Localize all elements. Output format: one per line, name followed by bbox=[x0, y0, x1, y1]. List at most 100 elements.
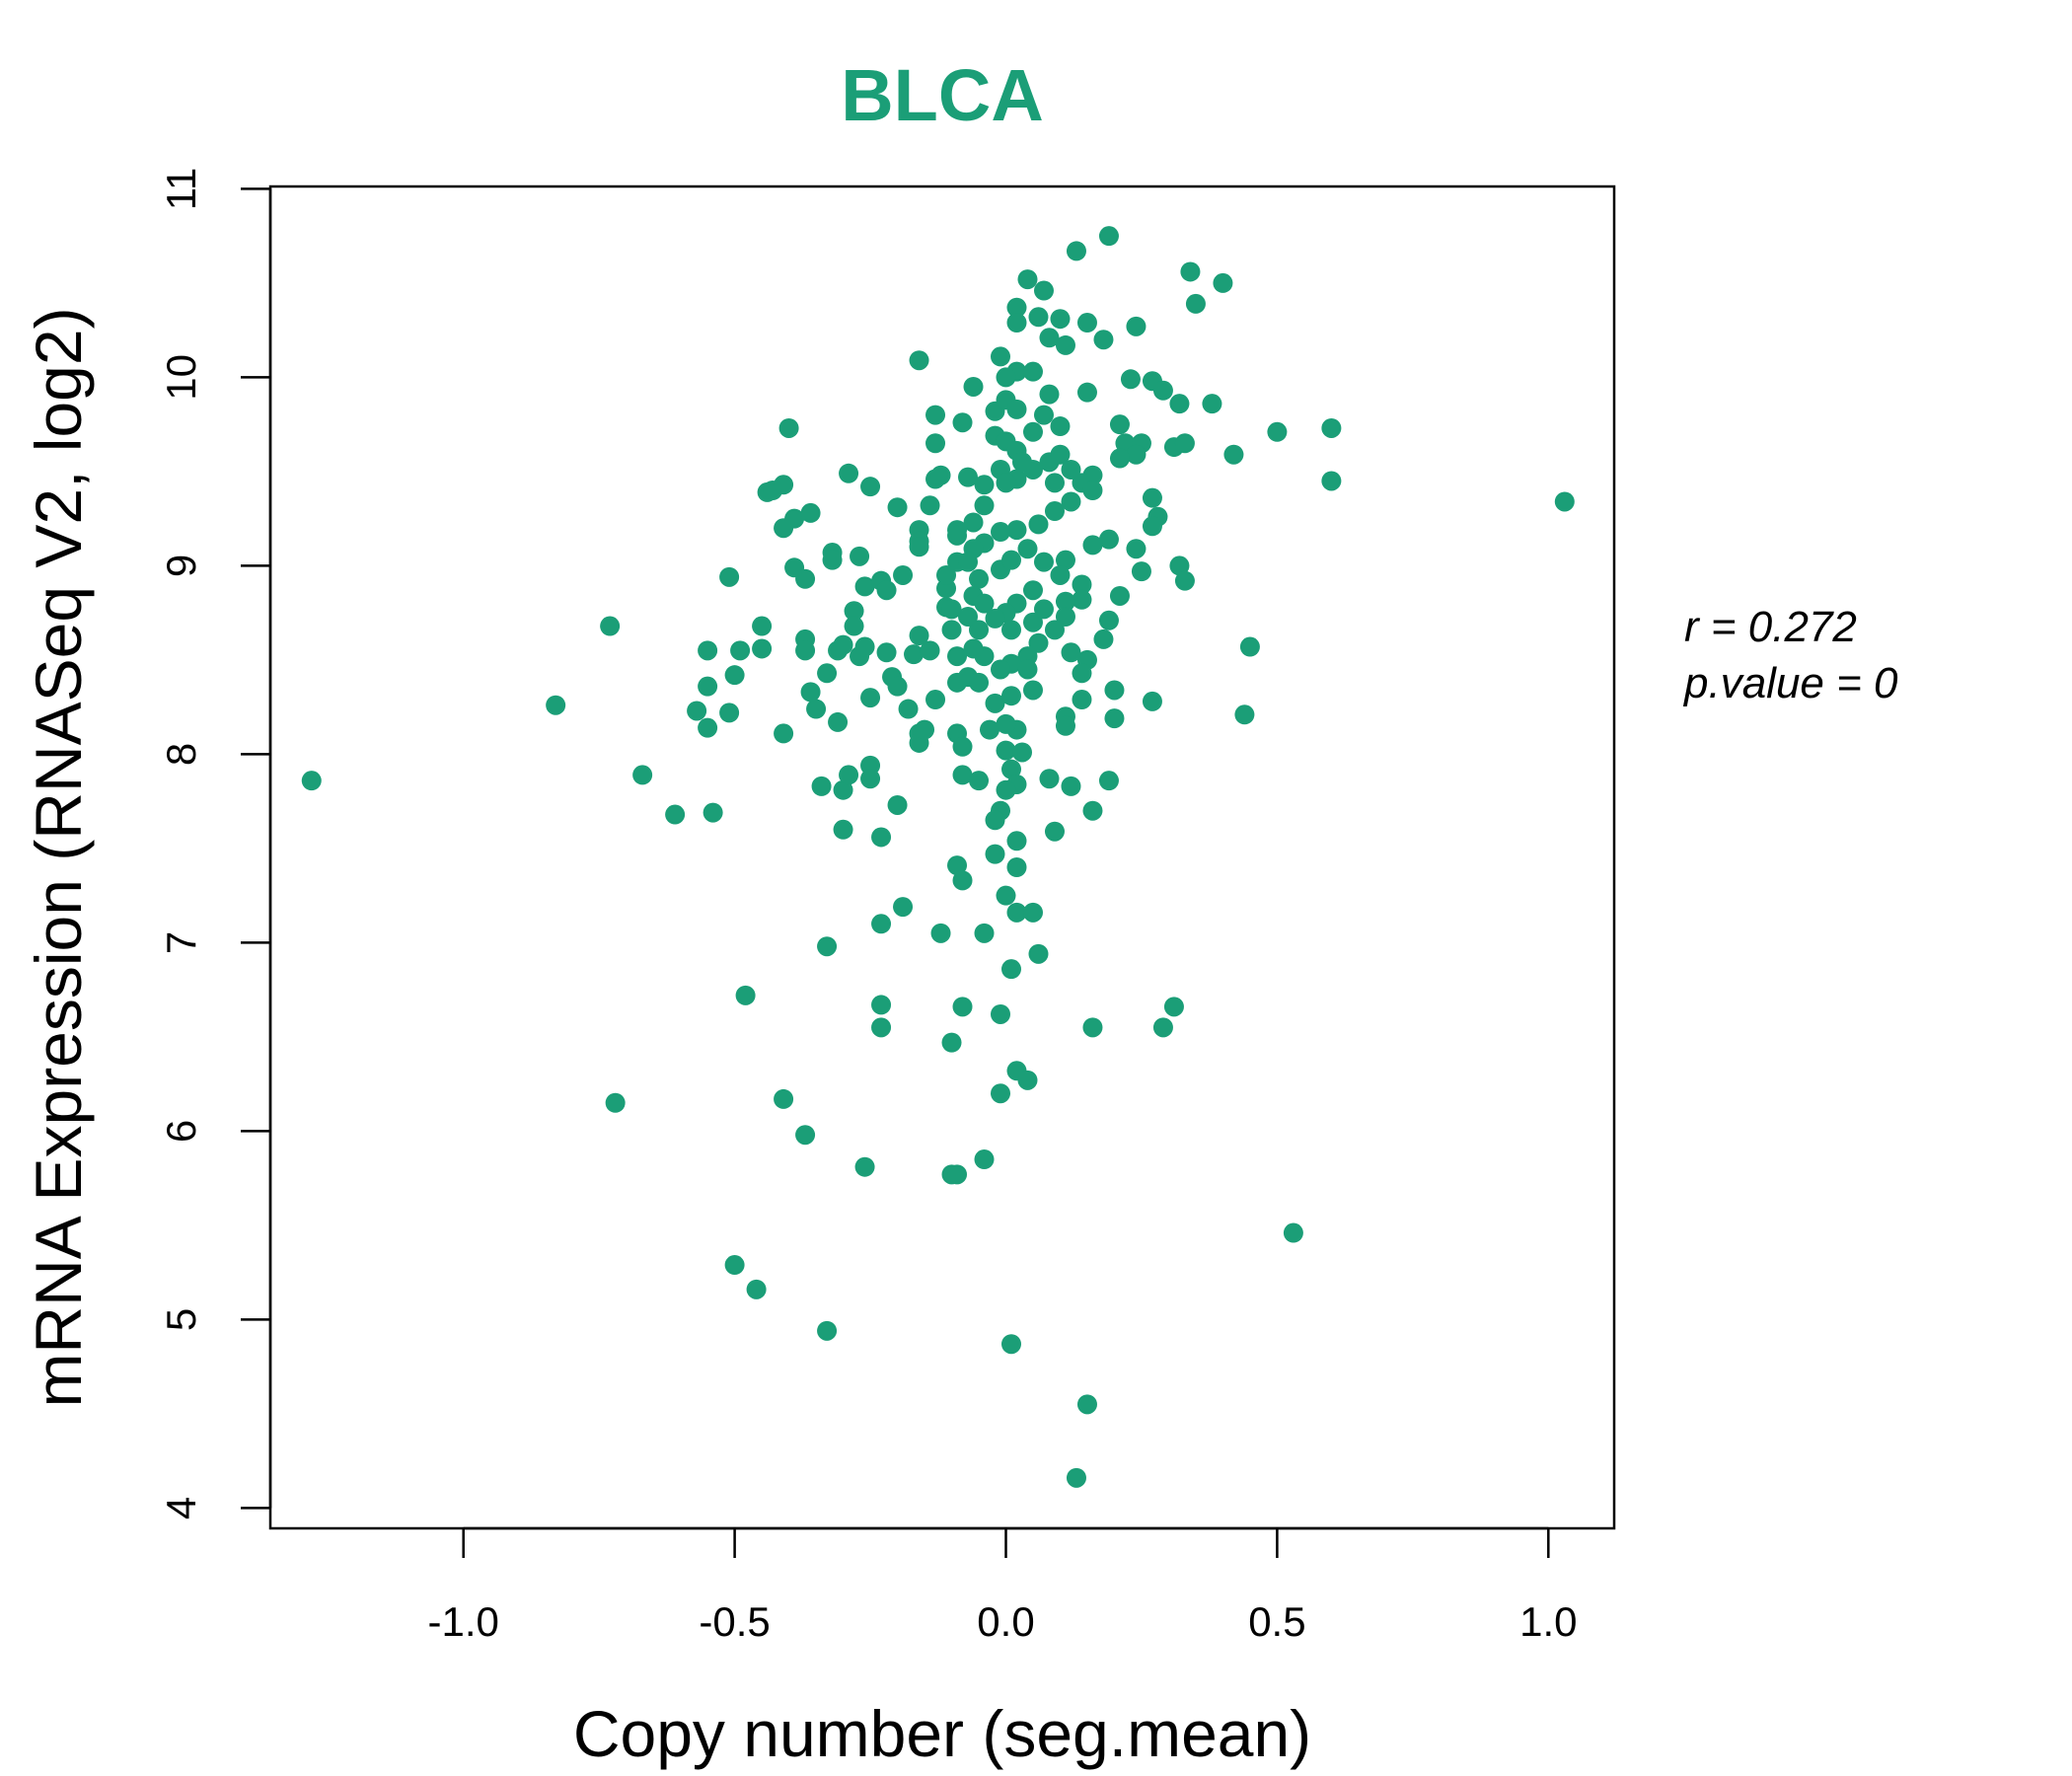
y-tick-label: 8 bbox=[158, 743, 204, 766]
data-point bbox=[1033, 599, 1054, 620]
data-point bbox=[1022, 580, 1043, 601]
data-point bbox=[1066, 1467, 1086, 1488]
data-point bbox=[985, 608, 1005, 629]
data-point bbox=[1022, 902, 1043, 923]
data-point bbox=[605, 1092, 626, 1113]
data-point bbox=[1093, 330, 1114, 350]
data-point bbox=[1152, 380, 1173, 401]
data-point bbox=[1039, 384, 1060, 405]
data-point bbox=[958, 552, 979, 572]
data-point bbox=[1033, 405, 1054, 425]
data-point bbox=[974, 495, 995, 516]
data-point bbox=[1142, 516, 1162, 537]
data-point bbox=[952, 997, 973, 1017]
data-point bbox=[947, 525, 968, 546]
data-point bbox=[952, 765, 973, 785]
data-point bbox=[1006, 313, 1027, 333]
x-tick-label: -1.0 bbox=[428, 1598, 499, 1645]
data-point bbox=[909, 626, 929, 646]
data-point bbox=[1126, 539, 1147, 559]
y-axis-title: mRNA Expression (RNASeq V2, log2) bbox=[22, 307, 95, 1407]
data-point bbox=[1098, 529, 1119, 550]
data-point bbox=[887, 497, 908, 518]
data-point bbox=[1142, 691, 1162, 711]
data-point bbox=[925, 433, 946, 454]
data-point bbox=[719, 566, 740, 587]
data-point bbox=[952, 736, 973, 757]
data-point bbox=[719, 703, 740, 723]
data-point bbox=[1126, 316, 1147, 336]
data-point bbox=[1142, 487, 1162, 508]
data-point bbox=[698, 676, 718, 697]
y-tick-label: 4 bbox=[158, 1497, 204, 1519]
data-point bbox=[735, 985, 756, 1005]
data-point bbox=[724, 1255, 745, 1276]
data-point bbox=[1050, 416, 1071, 437]
data-point bbox=[871, 995, 892, 1015]
data-point bbox=[703, 802, 723, 823]
data-point bbox=[969, 568, 990, 589]
data-point bbox=[817, 936, 838, 957]
data-point bbox=[871, 827, 892, 848]
x-tick-label: 0.0 bbox=[977, 1598, 1034, 1645]
data-point bbox=[1066, 241, 1086, 261]
data-point bbox=[1000, 1334, 1021, 1355]
data-point bbox=[1061, 491, 1081, 512]
data-point bbox=[1017, 659, 1038, 680]
data-point bbox=[698, 640, 718, 661]
data-point bbox=[665, 804, 686, 825]
data-point bbox=[876, 642, 897, 663]
data-point bbox=[860, 769, 881, 789]
data-point bbox=[969, 771, 990, 791]
y-tick-label: 6 bbox=[158, 1120, 204, 1143]
data-point bbox=[1033, 280, 1054, 301]
data-point bbox=[1072, 589, 1092, 610]
data-point bbox=[1006, 399, 1027, 419]
data-point bbox=[1006, 297, 1027, 318]
data-point bbox=[1050, 309, 1071, 330]
data-point bbox=[854, 1156, 875, 1177]
p-value: p.value = 0 bbox=[1682, 659, 1898, 707]
data-point bbox=[687, 701, 707, 721]
data-point bbox=[1076, 313, 1097, 333]
data-point bbox=[795, 1125, 816, 1146]
data-point bbox=[1017, 539, 1038, 559]
data-point bbox=[1055, 715, 1075, 736]
data-point bbox=[817, 663, 838, 684]
data-point bbox=[1072, 690, 1092, 710]
data-point bbox=[1180, 261, 1201, 282]
data-point bbox=[1039, 769, 1060, 789]
data-point bbox=[991, 522, 1011, 543]
data-point bbox=[1152, 1017, 1173, 1038]
data-point bbox=[996, 885, 1016, 906]
data-point bbox=[1109, 448, 1130, 469]
data-point bbox=[784, 508, 805, 529]
data-point bbox=[930, 465, 951, 485]
data-point bbox=[844, 601, 864, 622]
data-point bbox=[996, 740, 1016, 761]
data-point bbox=[1234, 704, 1255, 725]
data-point bbox=[730, 640, 751, 661]
data-point bbox=[985, 844, 1005, 864]
plot-frame bbox=[268, 185, 1616, 1530]
data-point bbox=[980, 719, 1000, 740]
data-point bbox=[958, 467, 979, 487]
data-point bbox=[1082, 1017, 1103, 1038]
data-point bbox=[1076, 382, 1097, 403]
data-point bbox=[1239, 636, 1260, 657]
data-point bbox=[1267, 421, 1288, 442]
data-point bbox=[936, 564, 957, 585]
data-point bbox=[1082, 481, 1103, 500]
data-point bbox=[854, 576, 875, 597]
data-point bbox=[1006, 902, 1027, 923]
data-point bbox=[850, 546, 870, 566]
data-point bbox=[1131, 561, 1151, 582]
data-point bbox=[904, 644, 925, 665]
data-point bbox=[1061, 642, 1081, 663]
data-point bbox=[1017, 269, 1038, 290]
data-point bbox=[898, 699, 919, 719]
data-point bbox=[1022, 361, 1043, 382]
data-point bbox=[1000, 550, 1021, 570]
data-point bbox=[301, 771, 322, 791]
